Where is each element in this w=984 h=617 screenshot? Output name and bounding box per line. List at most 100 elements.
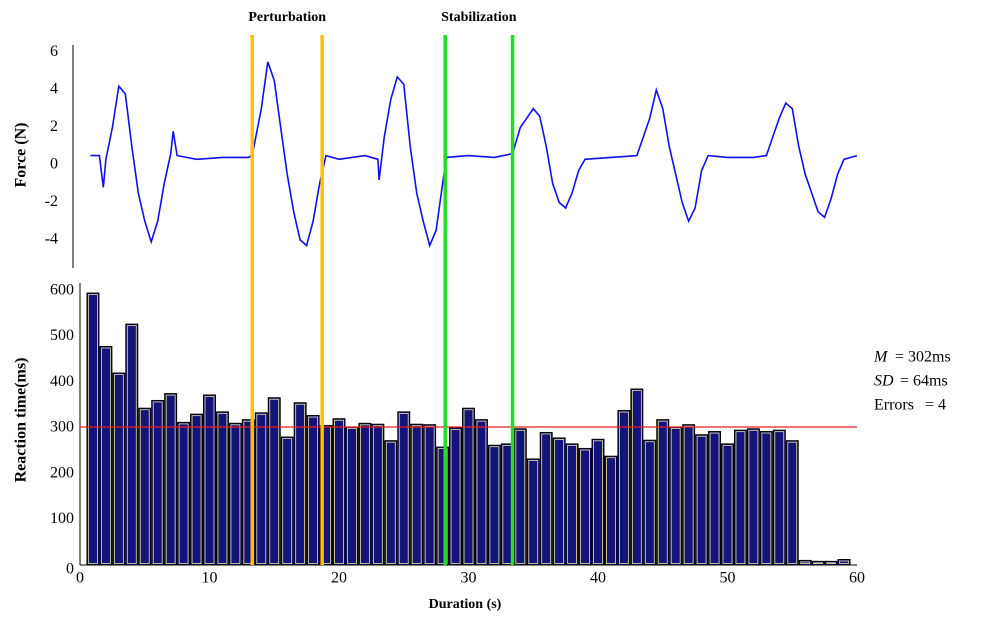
bar [462, 407, 475, 566]
bar [604, 455, 618, 566]
bar [539, 431, 553, 566]
bar-highlight [593, 440, 603, 564]
bar-highlight [709, 432, 720, 564]
bar-highlight [101, 347, 111, 564]
bar-highlight [748, 429, 759, 564]
bar [733, 429, 747, 566]
bar-highlight [282, 438, 293, 564]
bar [759, 431, 773, 566]
bar [746, 428, 760, 566]
bar-highlight [787, 441, 798, 564]
x-axis-title: Duration (s) [429, 597, 502, 612]
bar-highlight [269, 398, 280, 564]
stat-term: SD [874, 373, 894, 390]
bar [785, 440, 799, 566]
bar-highlight [619, 411, 629, 564]
bar-highlight [839, 560, 849, 564]
bar-highlight [463, 409, 474, 564]
bar-highlight [567, 444, 577, 564]
bar [86, 292, 100, 566]
y-tick-label: 300 [50, 419, 74, 436]
bar [721, 443, 734, 566]
bar-highlight [372, 425, 383, 564]
bar-highlight [554, 439, 565, 564]
bar-highlight [424, 425, 435, 564]
bar [617, 410, 631, 566]
x-tick-label: 50 [720, 570, 736, 587]
y-tick-label: -2 [45, 193, 58, 210]
y-tick-label: 6 [50, 43, 58, 60]
bar-highlight [813, 562, 824, 564]
bar-highlight [385, 441, 396, 564]
bar-highlight [515, 429, 526, 564]
bar [280, 436, 294, 566]
bar [513, 428, 527, 566]
bar [99, 346, 113, 566]
bar [630, 388, 644, 566]
bar [203, 394, 216, 566]
bar-highlight [683, 425, 694, 564]
bar [837, 559, 851, 566]
bar [565, 443, 579, 566]
bar-highlight [295, 403, 306, 564]
stat-value: = 302ms [895, 349, 951, 366]
bar [410, 423, 424, 566]
x-tick-label: 40 [590, 570, 606, 587]
event-label: Perturbation [248, 10, 326, 25]
bar-highlight [826, 562, 836, 564]
bar [112, 372, 126, 566]
bar-highlight [139, 409, 150, 564]
bar [695, 434, 709, 566]
bar [215, 411, 229, 566]
bar [708, 431, 722, 566]
bar [319, 425, 333, 566]
bar-highlight [528, 460, 539, 564]
bar-highlight [657, 420, 668, 564]
bar [241, 419, 255, 566]
bar-highlight [256, 413, 267, 564]
stat-value: = 64ms [900, 373, 948, 390]
y-tick-label: -4 [45, 231, 58, 248]
y-tick-label: 400 [50, 373, 74, 390]
x-tick-label: 20 [331, 570, 347, 587]
bar [423, 424, 437, 566]
bar-highlight [152, 401, 163, 564]
bar-highlight [541, 433, 552, 564]
y-tick-label: 0 [50, 156, 58, 173]
bar-highlight [800, 561, 811, 564]
y-tick-label: 600 [50, 281, 74, 298]
bar [526, 458, 540, 566]
bar [772, 429, 786, 566]
y-tick-label: 2 [50, 118, 58, 135]
bar-highlight [398, 412, 409, 564]
bar-highlight [670, 428, 681, 564]
bar [358, 422, 372, 566]
y-tick-label: 200 [50, 464, 74, 481]
bar-highlight [230, 424, 241, 564]
bar-highlight [217, 412, 228, 564]
bar [798, 559, 812, 566]
stat-value: = 4 [925, 397, 946, 414]
bar [306, 415, 320, 566]
bar-highlight [126, 325, 137, 564]
bar-highlight [360, 424, 370, 564]
bar [578, 447, 592, 566]
bar-highlight [178, 423, 189, 564]
bar [397, 411, 411, 566]
bar-highlight [774, 431, 785, 564]
y-axis-title: Force (N) [13, 123, 30, 188]
bar-highlight [735, 431, 746, 564]
x-tick-label: 30 [461, 570, 477, 587]
bar-highlight [606, 457, 616, 564]
bar-highlight [191, 415, 202, 564]
bar-highlight [644, 441, 655, 564]
bar [682, 424, 696, 566]
bar-highlight [450, 428, 461, 564]
bar-highlight [580, 449, 590, 564]
bar [254, 412, 268, 566]
bar [371, 423, 385, 566]
bar [151, 399, 165, 566]
bar-highlight [489, 446, 500, 564]
bar [125, 323, 139, 566]
